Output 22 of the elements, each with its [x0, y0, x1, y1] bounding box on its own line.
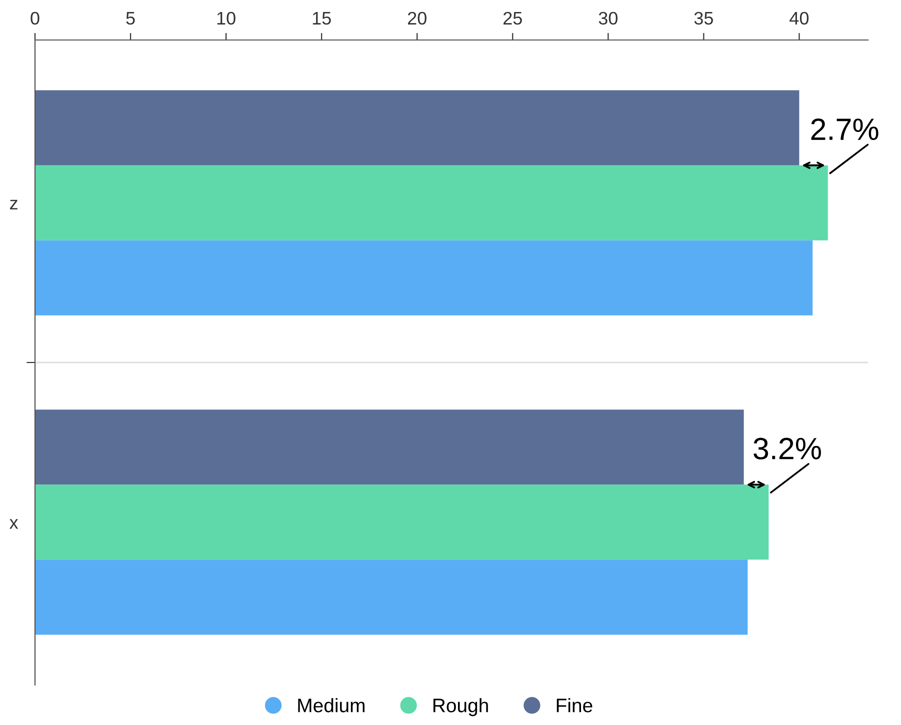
x-tick-label: 25 — [504, 12, 522, 25]
x-tick-label: 5 — [126, 12, 135, 25]
x-tick-label: 15 — [312, 12, 331, 25]
bar — [35, 484, 769, 560]
x-tick-label: 10 — [217, 12, 236, 25]
y-tick-label: x — [10, 519, 18, 529]
bar — [35, 240, 813, 316]
x-tick-label: 40 — [790, 12, 809, 25]
bar — [35, 90, 800, 166]
legend-label: Rough — [433, 698, 488, 716]
bar — [35, 165, 828, 240]
annotation: 2.7% — [811, 118, 878, 140]
bar — [35, 410, 744, 485]
bar — [35, 560, 748, 635]
x-tick-label: 35 — [694, 12, 713, 25]
annotation: 3.2% — [754, 438, 821, 460]
y-tick-label: z — [10, 200, 18, 210]
legend-label: Medium — [298, 698, 364, 712]
x-tick-label: 30 — [598, 12, 618, 25]
legend-label: Fine — [556, 698, 592, 712]
x-tick-label: 0 — [30, 12, 40, 25]
x-tick-label: 20 — [408, 12, 426, 25]
